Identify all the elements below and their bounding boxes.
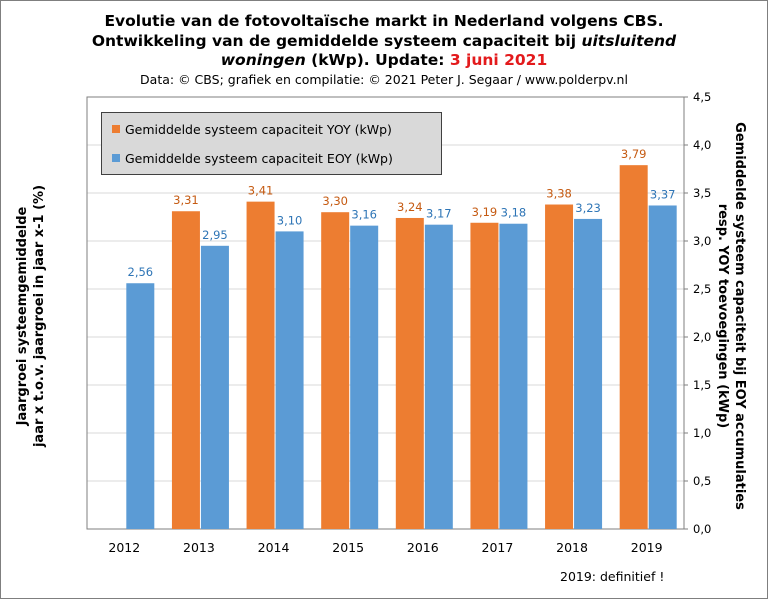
footnote: 2019: definitief ! bbox=[560, 569, 665, 584]
data-label-yoy: 3,31 bbox=[173, 193, 199, 207]
chart-title-line2: Ontwikkeling van de gemiddelde systeem c… bbox=[0, 32, 768, 51]
bar-eoy bbox=[499, 223, 528, 529]
y-tick-label: 4,5 bbox=[693, 90, 711, 104]
data-label-eoy: 2,56 bbox=[128, 265, 154, 279]
x-tick-label: 2015 bbox=[332, 540, 364, 555]
legend-label-yoy: Gemiddelde systeem capaciteit YOY (kWp) bbox=[125, 121, 392, 137]
x-tick-label: 2013 bbox=[183, 540, 215, 555]
bar-yoy bbox=[321, 212, 350, 529]
legend-item-eoy: Gemiddelde systeem capaciteit EOY (kWp) bbox=[112, 150, 393, 166]
data-label-yoy: 3,38 bbox=[546, 187, 572, 201]
y-tick-label: 1,0 bbox=[693, 426, 711, 440]
data-label-yoy: 3,24 bbox=[397, 200, 423, 214]
data-label-yoy: 3,79 bbox=[621, 147, 647, 161]
bar-eoy bbox=[424, 224, 453, 529]
legend-item-yoy: Gemiddelde systeem capaciteit YOY (kWp) bbox=[112, 121, 392, 137]
chart-title-line1: Evolutie van de fotovoltaïsche markt in … bbox=[104, 12, 664, 30]
bar-eoy bbox=[648, 205, 677, 530]
y-tick-label: 0,5 bbox=[693, 474, 711, 488]
bar-yoy bbox=[246, 201, 275, 529]
x-tick-label: 2019 bbox=[631, 540, 663, 555]
chart-legend: Gemiddelde systeem capaciteit YOY (kWp) … bbox=[101, 112, 442, 175]
y-tick-label: 1,5 bbox=[693, 378, 711, 392]
data-label-eoy: 3,18 bbox=[501, 206, 527, 220]
y-tick-label: 0,0 bbox=[693, 522, 711, 536]
bar-eoy bbox=[350, 225, 379, 529]
title-line3-emphasis: woningen bbox=[220, 51, 306, 69]
x-tick-label: 2017 bbox=[482, 540, 514, 555]
data-label-eoy: 3,10 bbox=[277, 213, 303, 227]
bar-yoy bbox=[395, 217, 424, 529]
y-tick-label: 3,0 bbox=[693, 234, 711, 248]
bar-yoy bbox=[171, 211, 200, 530]
x-tick-label: 2012 bbox=[108, 540, 140, 555]
bar-yoy bbox=[619, 165, 648, 529]
y-tick-label: 2,5 bbox=[693, 282, 711, 296]
bar-eoy bbox=[574, 218, 603, 530]
title-line2-emphasis: uitsluitend bbox=[581, 32, 677, 50]
update-date: 3 juni 2021 bbox=[449, 51, 548, 69]
data-label-eoy: 3,37 bbox=[650, 187, 676, 201]
source-credit: Data: © CBS; grafiek en compilatie: © 20… bbox=[140, 72, 628, 87]
bar-yoy bbox=[545, 204, 574, 529]
plot-border bbox=[86, 96, 685, 530]
legend-swatch-yoy bbox=[112, 125, 120, 133]
title-line2-text: Ontwikkeling van de gemiddelde systeem c… bbox=[91, 32, 582, 50]
title-line3-text: (kWp). Update: bbox=[305, 51, 450, 69]
bar-eoy bbox=[200, 245, 229, 530]
data-label-eoy: 3,23 bbox=[575, 201, 601, 215]
data-label-eoy: 3,16 bbox=[351, 208, 377, 222]
y-tick-label: 3,5 bbox=[693, 186, 711, 200]
bar-eoy bbox=[126, 283, 155, 529]
x-tick-label: 2014 bbox=[258, 540, 290, 555]
bar-eoy bbox=[275, 231, 304, 529]
legend-label-eoy: Gemiddelde systeem capaciteit EOY (kWp) bbox=[125, 150, 393, 166]
x-tick-label: 2016 bbox=[407, 540, 439, 555]
data-label-yoy: 3,19 bbox=[472, 205, 498, 219]
y-tick-label: 4,0 bbox=[693, 138, 711, 152]
x-tick-label: 2018 bbox=[556, 540, 588, 555]
data-label-eoy: 2,95 bbox=[202, 228, 228, 242]
bar-yoy bbox=[470, 222, 499, 529]
chart-title-line3: woningen (kWp). Update: 3 juni 2021 bbox=[0, 51, 768, 70]
data-label-yoy: 3,30 bbox=[322, 194, 348, 208]
data-label-yoy: 3,41 bbox=[248, 184, 274, 198]
data-label-eoy: 3,17 bbox=[426, 207, 452, 221]
y-tick-label: 2,0 bbox=[693, 330, 711, 344]
legend-swatch-eoy bbox=[112, 154, 120, 162]
